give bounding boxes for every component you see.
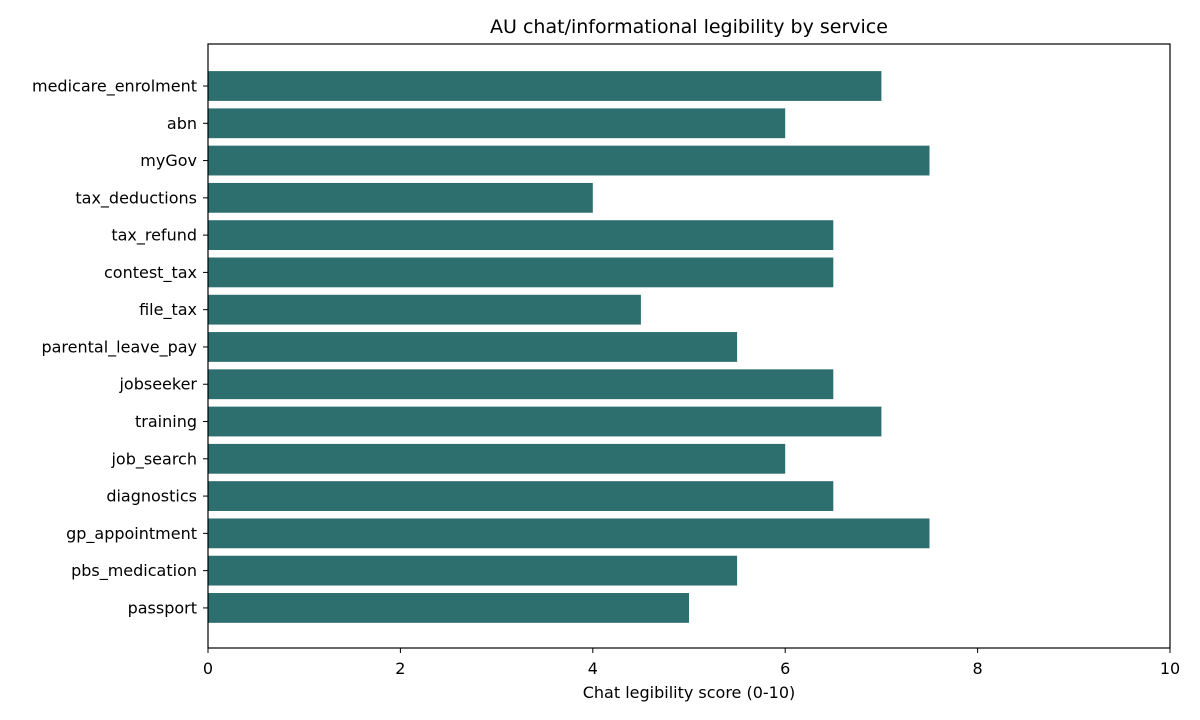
y-tick-label: abn (167, 114, 197, 133)
bar-abn (208, 108, 786, 139)
y-tick-label: jobseeker (118, 375, 197, 394)
bar-tax-refund (208, 220, 834, 251)
bars-group (208, 71, 930, 623)
y-tick-label: pbs_medication (71, 561, 197, 581)
bar-training (208, 406, 882, 437)
bar-pbs-medication (208, 555, 738, 586)
y-tick-label: gp_appointment (66, 524, 197, 544)
plot-frame (207, 43, 1171, 649)
bar-file-tax (208, 294, 641, 325)
y-tick-label: diagnostics (106, 487, 197, 506)
x-tick-label: 8 (973, 659, 983, 678)
x-axis-title: Chat legibility score (0-10) (583, 683, 796, 702)
bar-passport (208, 593, 689, 623)
y-tick-label: parental_leave_pay (41, 337, 197, 357)
bar-parental-leave-pay (208, 332, 738, 362)
y-tick-label: job_search (110, 449, 197, 469)
bar-tax-deductions (208, 182, 593, 213)
bar-job-search (208, 443, 786, 474)
x-axis-ticks: 0 2 4 6 8 10 (203, 648, 1180, 678)
x-tick-label: 10 (1160, 659, 1180, 678)
y-tick-label: file_tax (139, 300, 197, 320)
bar-contest-tax (208, 257, 834, 288)
bar-medicare-enrolment (208, 71, 882, 101)
y-tick-label: tax_deductions (75, 188, 197, 208)
x-tick-label: 2 (395, 659, 405, 678)
y-tick-label: tax_refund (111, 226, 197, 246)
x-tick-label: 0 (203, 659, 213, 678)
bar-mygov (208, 145, 930, 176)
bar-diagnostics (208, 481, 834, 511)
y-tick-label: myGov (140, 151, 197, 170)
bar-gp-appointment (208, 518, 930, 549)
y-tick-label: passport (128, 598, 197, 617)
y-tick-label: medicare_enrolment (32, 77, 197, 97)
x-tick-label: 4 (588, 659, 598, 678)
x-tick-label: 6 (780, 659, 790, 678)
chart-title: AU chat/informational legibility by serv… (490, 16, 888, 38)
bar-jobseeker (208, 369, 834, 400)
y-tick-label: training (135, 412, 197, 431)
y-tick-label: contest_tax (104, 263, 197, 283)
